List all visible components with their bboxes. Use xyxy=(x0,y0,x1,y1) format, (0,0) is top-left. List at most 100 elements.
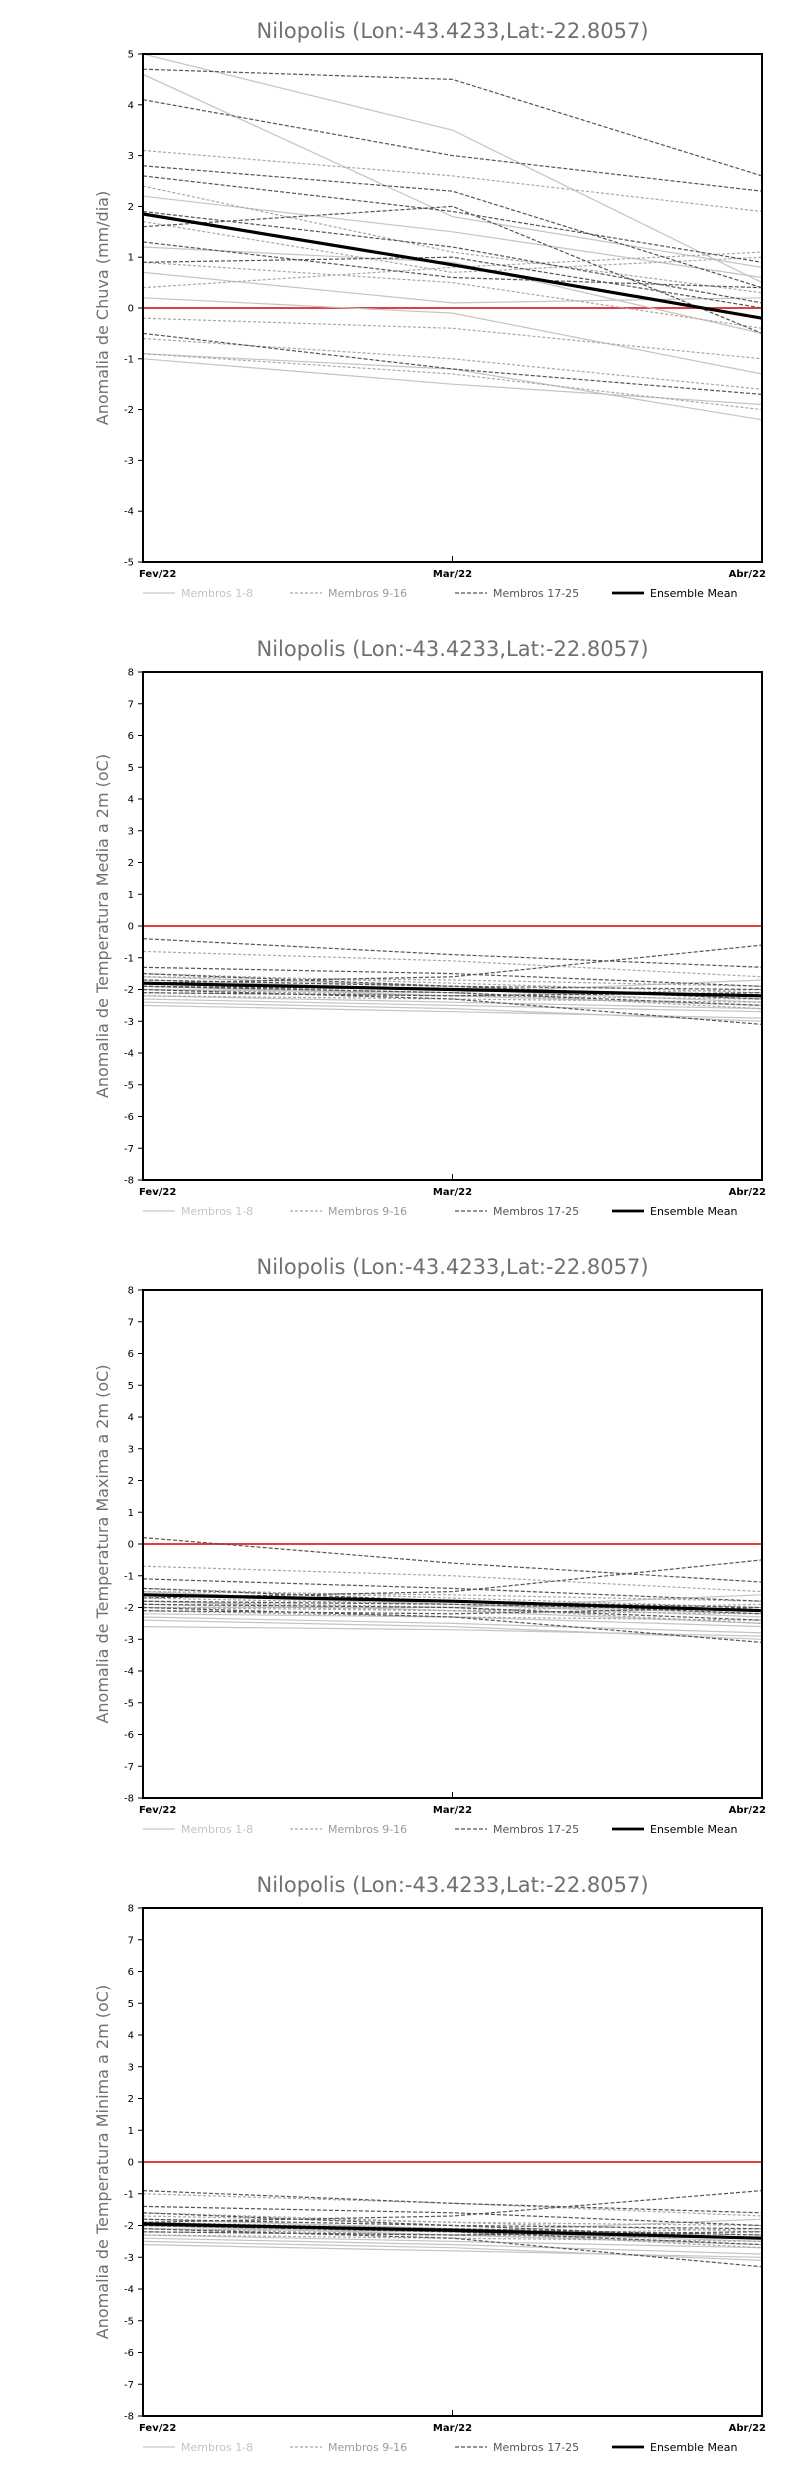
member-line xyxy=(143,2212,762,2230)
y-tick-label: -1 xyxy=(124,1571,134,1582)
member-line xyxy=(143,256,762,309)
member-line xyxy=(143,1603,762,1621)
member-line xyxy=(143,2234,762,2249)
y-tick-label: 4 xyxy=(128,2031,134,2042)
y-tick-label: -3 xyxy=(124,2253,134,2264)
y-tick-label: -7 xyxy=(124,1144,134,1155)
member-line xyxy=(143,205,762,334)
y-tick-label: 6 xyxy=(128,1967,134,1978)
member-line xyxy=(143,1578,762,1602)
y-tick-label: -8 xyxy=(124,2412,134,2423)
y-tick-label: 2 xyxy=(128,1476,134,1487)
y-axis-label: Anomalia de Temperatura Minima a 2m (oC) xyxy=(93,1985,112,2339)
legend-label: Membros 1-8 xyxy=(181,1205,253,1218)
x-tick-label: Fev/22 xyxy=(139,2423,176,2434)
member-line xyxy=(143,297,762,375)
member-line xyxy=(143,246,762,334)
member-line xyxy=(143,99,762,192)
member-line xyxy=(143,1613,762,1628)
member-line xyxy=(143,337,762,390)
y-tick-label: 3 xyxy=(128,151,134,162)
y-tick-label: -1 xyxy=(124,953,134,964)
member-line xyxy=(143,221,762,273)
y-tick-label: 7 xyxy=(128,699,134,710)
y-tick-label: -6 xyxy=(124,2348,134,2359)
member-line xyxy=(143,985,762,1006)
plot-frame xyxy=(142,1289,763,1799)
member-line xyxy=(143,1626,762,1637)
member-line xyxy=(143,988,762,1025)
x-tick-label: Abr/22 xyxy=(729,1805,766,1816)
member-line xyxy=(143,2244,762,2258)
y-axis-label: Anomalia de Chuva (mm/dia) xyxy=(93,191,112,425)
member-line xyxy=(143,2193,762,2217)
y-tick-label: 5 xyxy=(128,1999,134,2010)
member-line xyxy=(143,2224,762,2249)
member-line xyxy=(143,165,762,289)
y-tick-label: 6 xyxy=(128,1349,134,1360)
legend-label: Membros 9-16 xyxy=(328,2441,407,2454)
member-line xyxy=(143,1600,762,1612)
member-line xyxy=(143,966,762,987)
legend-label: Membros 17-25 xyxy=(493,2441,579,2454)
member-line xyxy=(143,353,762,411)
x-tick-label: Mar/22 xyxy=(433,569,472,580)
y-tick-label: 1 xyxy=(128,2126,134,2137)
member-line xyxy=(143,271,762,304)
y-tick-label: 0 xyxy=(128,2158,134,2169)
y-tick-label: 6 xyxy=(128,731,134,742)
plot-frame xyxy=(142,1907,763,2417)
y-tick-label: -7 xyxy=(124,1762,134,1773)
member-line xyxy=(143,251,762,289)
member-line xyxy=(143,1001,762,1022)
member-line xyxy=(143,2240,762,2261)
y-tick-label: -3 xyxy=(124,1017,134,1028)
y-tick-label: 4 xyxy=(128,100,134,111)
y-tick-label: -6 xyxy=(124,1730,134,1741)
member-line xyxy=(143,1603,762,1615)
member-line xyxy=(143,938,762,968)
x-tick-label: Mar/22 xyxy=(433,1805,472,1816)
y-tick-label: 0 xyxy=(128,304,134,315)
member-line xyxy=(143,1616,762,1634)
member-line xyxy=(143,976,762,987)
member-line xyxy=(143,973,762,991)
y-tick-label: 1 xyxy=(128,1508,134,1519)
member-line xyxy=(143,2228,762,2268)
legend-label: Membros 1-8 xyxy=(181,2441,253,2454)
y-tick-label: -6 xyxy=(124,1112,134,1123)
chart-title: Nilopolis (Lon:-43.4233,Lat:-22.8057) xyxy=(256,1873,648,1897)
member-line xyxy=(143,1004,762,1019)
y-tick-label: 1 xyxy=(128,890,134,901)
legend-label: Ensemble Mean xyxy=(650,1205,737,1218)
y-tick-label: 0 xyxy=(128,922,134,933)
y-tick-label: 4 xyxy=(128,795,134,806)
chart-panel: Nilopolis (Lon:-43.4233,Lat:-22.8057) Ano… xyxy=(0,0,800,618)
member-line xyxy=(143,1606,762,1643)
member-line xyxy=(143,950,762,978)
x-tick-label: Abr/22 xyxy=(729,2423,766,2434)
ensemble-mean-line xyxy=(143,981,762,998)
chart-svg: Nilopolis (Lon:-43.4233,Lat:-22.8057) Ano… xyxy=(93,637,766,1218)
y-tick-label: -2 xyxy=(124,985,134,996)
member-line xyxy=(143,2190,762,2223)
x-tick-label: Abr/22 xyxy=(729,1187,766,1198)
member-line xyxy=(143,1606,762,1615)
y-tick-label: 3 xyxy=(128,2062,134,2073)
y-tick-label: 1 xyxy=(128,253,134,264)
y-tick-label: -3 xyxy=(124,456,134,467)
member-line xyxy=(143,358,762,406)
member-line xyxy=(143,2215,762,2227)
member-line xyxy=(143,73,762,268)
member-line xyxy=(143,1565,762,1593)
member-line xyxy=(143,1619,762,1640)
x-tick-label: Fev/22 xyxy=(139,1187,176,1198)
member-line xyxy=(143,261,762,329)
y-tick-label: -4 xyxy=(124,2285,134,2296)
member-line xyxy=(143,317,762,360)
y-tick-label: 7 xyxy=(128,1935,134,1946)
member-line xyxy=(143,1591,762,1602)
member-line xyxy=(143,2190,762,2214)
member-line xyxy=(143,241,762,289)
ensemble-mean-line xyxy=(143,2222,762,2240)
